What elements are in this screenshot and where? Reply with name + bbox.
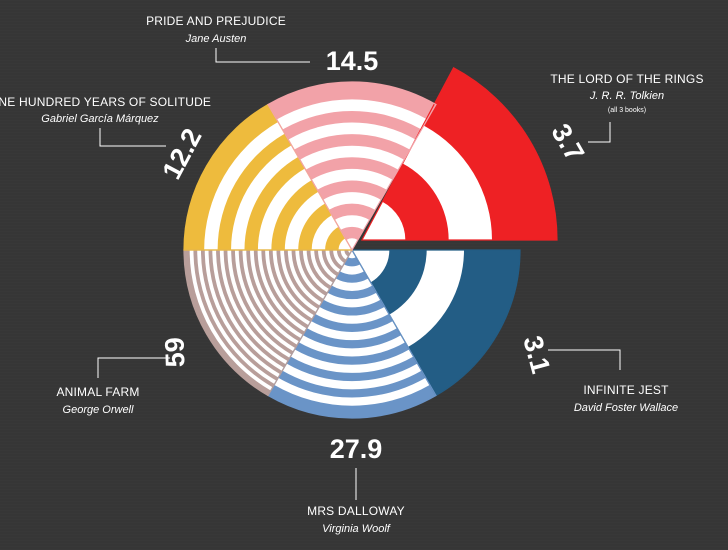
slice-pride-stripe bbox=[288, 122, 416, 150]
slice-solitude-outline bbox=[183, 103, 354, 251]
label-lotr: THE LORD OF THE RINGS J. R. R. Tolkien (… bbox=[545, 72, 703, 166]
slice-lotr bbox=[362, 67, 557, 240]
slice-dalloway-stripe bbox=[347, 250, 357, 259]
farm-author: George Orwell bbox=[63, 404, 134, 416]
solitude-leader-line bbox=[99, 128, 166, 147]
slice-farm-outline bbox=[183, 249, 354, 397]
slice-farm-stripe bbox=[340, 250, 349, 260]
slice-solitude-stripe bbox=[338, 238, 352, 250]
slice-dalloway-stripe bbox=[282, 363, 422, 390]
solitude-value: 12.2 bbox=[156, 124, 207, 184]
slice-farm-stripe bbox=[204, 250, 281, 378]
jest-title: INFINITE JEST bbox=[583, 383, 669, 397]
slice-farm bbox=[184, 250, 352, 396]
farm-leader-line bbox=[97, 357, 170, 378]
slice-farm-stripe bbox=[272, 250, 315, 319]
slice-farm-stripe bbox=[280, 250, 319, 313]
slice-dalloway-stripe bbox=[339, 264, 365, 275]
slice-dalloway-stripe bbox=[323, 292, 381, 308]
lotr-author: J. R. R. Tolkien bbox=[589, 90, 664, 102]
slice-farm-stripe bbox=[227, 250, 292, 358]
slice-farm-stripe bbox=[234, 250, 296, 352]
slice-lotr-outline bbox=[361, 67, 558, 241]
slice-farm-stripe bbox=[295, 250, 326, 300]
slice-farm-stripe bbox=[212, 250, 285, 371]
label-farm: 59 ANIMAL FARM George Orwell bbox=[56, 337, 190, 416]
slice-farm-stripe bbox=[318, 250, 337, 280]
slice-farm-stripe bbox=[333, 250, 345, 267]
slice-solitude-stripe bbox=[284, 191, 326, 250]
slice-pride-stripe bbox=[276, 99, 428, 130]
farm-value: 59 bbox=[159, 337, 190, 368]
lotr-note: (all 3 books) bbox=[608, 107, 646, 114]
slice-lotr-stripe bbox=[362, 201, 406, 240]
label-pride: PRIDE AND PREJUDICE Jane Austen 14.5 bbox=[146, 14, 378, 76]
slice-farm-stripe bbox=[257, 250, 307, 332]
pride-value: 14.5 bbox=[326, 46, 379, 76]
slice-dalloway-outline bbox=[267, 248, 437, 419]
jest-value: 3.1 bbox=[517, 333, 556, 377]
solitude-author: Gabriel García Márquez bbox=[41, 113, 159, 125]
label-jest: INFINITE JEST David Foster Wallace 3.1 bbox=[517, 333, 678, 414]
pie-slices bbox=[183, 67, 558, 419]
slice-dalloway-stripe bbox=[315, 306, 389, 324]
slice-pride-stripe bbox=[299, 145, 405, 170]
pride-title: PRIDE AND PREJUDICE bbox=[146, 14, 286, 28]
slice-pride bbox=[268, 82, 436, 250]
slice-solitude bbox=[184, 104, 352, 251]
slice-dalloway-stripe bbox=[306, 320, 398, 341]
slice-jest-stripe bbox=[389, 250, 464, 347]
slice-solitude-stripe bbox=[311, 215, 339, 250]
slice-farm-stripe bbox=[265, 250, 311, 326]
pride-leader-line bbox=[215, 48, 310, 63]
slice-farm-stripe bbox=[242, 250, 300, 345]
slice-dalloway-stripe bbox=[298, 335, 406, 357]
slice-farm-stripe bbox=[189, 250, 273, 391]
slice-lotr-stripe bbox=[402, 125, 492, 240]
slice-farm-stripe bbox=[197, 250, 277, 385]
slice-pride-outline bbox=[267, 81, 437, 252]
lotr-value: 3.7 bbox=[545, 119, 590, 167]
slice-dalloway-stripe bbox=[290, 349, 414, 373]
slice-lotr-wedge bbox=[362, 67, 557, 240]
slice-pride-stripe bbox=[311, 168, 393, 190]
slice-jest-outline bbox=[350, 249, 521, 397]
jest-author: David Foster Wallace bbox=[574, 402, 678, 414]
slice-solitude-stripe bbox=[204, 121, 285, 251]
slice-pride-stripe bbox=[334, 215, 370, 230]
farm-title: ANIMAL FARM bbox=[56, 385, 139, 399]
slice-dalloway-stripe bbox=[274, 377, 430, 406]
slice-farm-stripe bbox=[287, 250, 322, 306]
solitude-title: ONE HUNDRED YEARS OF SOLITUDE bbox=[0, 95, 211, 109]
slice-dalloway-stripe bbox=[331, 278, 373, 291]
slice-jest-stripe bbox=[352, 250, 390, 283]
dalloway-author: Virginia Woolf bbox=[322, 523, 391, 535]
pride-author: Jane Austen bbox=[185, 33, 247, 45]
slice-farm-stripe bbox=[302, 250, 330, 293]
slice-jest bbox=[352, 250, 520, 396]
lotr-leader-line bbox=[588, 122, 611, 143]
slice-solitude-stripe bbox=[257, 168, 312, 250]
slice-farm-stripe bbox=[250, 250, 303, 339]
dalloway-value: 27.9 bbox=[330, 434, 383, 464]
slice-farm-stripe bbox=[325, 250, 341, 273]
slice-dalloway bbox=[268, 250, 436, 418]
slice-pride-stripe bbox=[346, 238, 358, 250]
slice-pride-wedge bbox=[268, 82, 436, 250]
slice-pride-stripe bbox=[323, 192, 381, 210]
lotr-title: THE LORD OF THE RINGS bbox=[550, 72, 703, 86]
label-solitude: ONE HUNDRED YEARS OF SOLITUDE Gabriel Ga… bbox=[0, 95, 211, 184]
slice-farm-stripe bbox=[219, 250, 288, 365]
jest-leader-line bbox=[548, 349, 621, 370]
dalloway-title: MRS DALLOWAY bbox=[307, 504, 405, 518]
label-dalloway: 27.9 MRS DALLOWAY Virginia Woolf bbox=[307, 434, 405, 535]
slice-farm-stripe bbox=[310, 250, 334, 286]
slice-solitude-stripe bbox=[231, 145, 299, 250]
